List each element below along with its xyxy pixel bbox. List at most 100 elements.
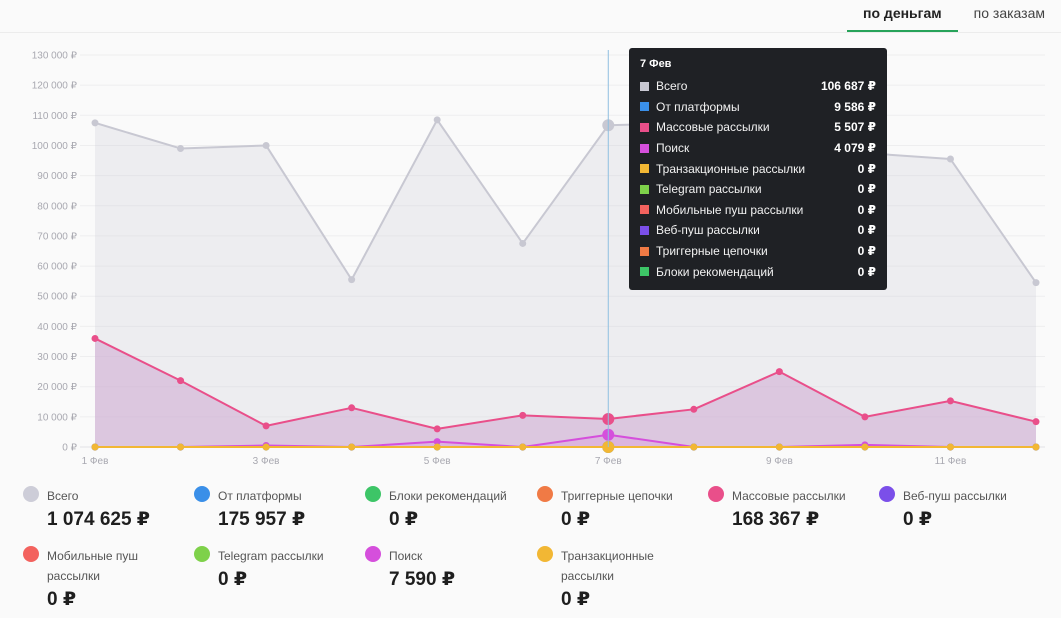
y-tick-label: 60 000 ₽	[37, 262, 77, 273]
legend-series-name: Всего	[47, 489, 79, 503]
data-point	[348, 404, 356, 412]
legend-color-dot	[194, 486, 210, 502]
legend-series-name: Блоки рекомендаций	[389, 489, 507, 503]
tabs-divider	[0, 32, 1061, 33]
tooltip-series-name: Триггерные цепочки	[656, 244, 768, 259]
data-point	[262, 141, 270, 149]
tooltip-row: От платформы 9 586 ₽	[640, 97, 876, 118]
legend-series-name: Веб-пуш рассылки	[903, 489, 1007, 503]
tooltip-row: Транзакционные рассылки 0 ₽	[640, 158, 876, 179]
x-tick-label: 9 Фев	[766, 456, 793, 467]
tooltip-row: Триггерные цепочки 0 ₽	[640, 241, 876, 262]
legend-color-dot	[194, 546, 210, 562]
tooltip-series-name: От платформы	[656, 99, 740, 114]
tooltip-swatch	[640, 246, 649, 256]
tooltip-swatch	[640, 205, 649, 215]
data-point	[433, 116, 441, 124]
legend-series-total: 0 ₽	[561, 589, 591, 610]
data-point	[690, 405, 698, 413]
tab-orders[interactable]: по заказам	[973, 5, 1045, 21]
series-area-всего	[95, 119, 1036, 447]
tooltip-row: Всего 106 687 ₽	[640, 76, 876, 97]
tooltip-swatch	[640, 122, 649, 132]
data-point	[861, 443, 869, 451]
data-point	[1032, 418, 1040, 426]
legend-color-dot	[708, 486, 724, 502]
data-point	[519, 443, 527, 451]
tooltip-series-value: 0 ₽	[857, 223, 876, 238]
tooltip-title: 7 Фев	[640, 58, 672, 70]
tooltip-series-value: 4 079 ₽	[834, 141, 876, 156]
tooltip-series-name: Поиск	[656, 141, 690, 156]
tooltip-series-value: 5 507 ₽	[834, 120, 876, 135]
x-tick-label: 7 Фев	[595, 456, 622, 467]
y-tick-label: 30 000 ₽	[37, 352, 77, 363]
tooltip-series-value: 0 ₽	[857, 161, 876, 176]
series-area-массовые-рассылки	[95, 338, 1036, 447]
tooltip-series-value: 9 586 ₽	[834, 99, 876, 114]
legend-color-dot	[879, 486, 895, 502]
chart-tooltip: 7 Фев Всего 106 687 ₽ От платформы 9 586 ₽ М…	[629, 48, 887, 290]
tab-money[interactable]: по деньгам	[847, 0, 958, 32]
data-point	[1032, 279, 1040, 287]
revenue-chart[interactable]: 0 ₽ 10 000 ₽ 20 000 ₽ 30 000 ₽ 40 000 ₽ 50 00…	[0, 0, 1061, 480]
tooltip-row: Мобильные пуш рассылки 0 ₽	[640, 200, 876, 221]
tooltip-swatch	[640, 225, 649, 235]
tooltip-series-value: 106 687 ₽	[820, 79, 876, 94]
data-point	[262, 422, 270, 430]
data-point	[177, 443, 185, 451]
series-line-массовые-рассылки	[94, 337, 1037, 430]
y-tick-label: 100 000 ₽	[32, 141, 78, 152]
y-tick-label: 10 000 ₽	[37, 412, 77, 423]
data-point	[91, 119, 99, 127]
data-point	[262, 443, 270, 451]
tooltip-series-value: 0 ₽	[857, 244, 876, 259]
legend-color-dot	[365, 486, 381, 502]
legend-series-name: Триггерные цепочки	[561, 489, 673, 503]
x-tick-label: 5 Фев	[424, 456, 451, 467]
x-tick-label: 11 Фев	[935, 456, 967, 467]
data-point	[177, 377, 185, 385]
tooltip-series-name: Telegram рассылки	[656, 182, 762, 197]
tooltip-swatch	[640, 102, 649, 112]
legend-series-name: Массовые рассылки	[732, 489, 846, 503]
chart-legend: Всего 1 074 625 ₽ От платформы 175 957 ₽ Бло…	[0, 482, 1061, 618]
y-tick-label: 0 ₽	[62, 443, 77, 454]
tooltip-series-value: 0 ₽	[857, 182, 876, 197]
data-point	[946, 443, 954, 451]
data-point	[348, 276, 356, 284]
x-tick-label: 1 Фев	[82, 456, 109, 467]
legend-series-name: Telegram рассылки	[218, 549, 324, 563]
data-point	[690, 443, 698, 451]
data-point	[348, 443, 356, 451]
legend-color-dot	[365, 546, 381, 562]
y-tick-label: 90 000 ₽	[37, 171, 77, 182]
legend-series-total: 0 ₽	[903, 509, 933, 530]
legend-series-name: Мобильные пуш рассылки	[47, 549, 139, 583]
data-point	[519, 239, 527, 247]
metric-tabs: по деньгам по заказам	[847, 0, 1061, 32]
y-tick-label: 40 000 ₽	[37, 322, 77, 333]
data-point	[775, 443, 783, 451]
data-point	[433, 443, 441, 451]
legend-color-dot	[23, 546, 39, 562]
legend-series-total: 7 590 ₽	[389, 569, 456, 590]
legend-series-name: Поиск	[389, 549, 423, 563]
tooltip-row: Блоки рекомендаций 0 ₽	[640, 261, 876, 282]
data-point	[433, 425, 441, 433]
legend-series-name: Транзакционные рассылки	[561, 549, 654, 583]
tooltip-row: Веб-пуш рассылки 0 ₽	[640, 220, 876, 241]
data-point	[433, 438, 441, 446]
tooltip-swatch	[640, 267, 649, 277]
tooltip-series-name: Мобильные пуш рассылки	[656, 202, 804, 217]
data-point	[91, 443, 99, 451]
tooltip-series-name: Массовые рассылки	[656, 120, 770, 135]
legend-series-total: 175 957 ₽	[218, 509, 306, 530]
y-tick-label: 130 000 ₽	[32, 51, 78, 62]
tooltip-series-value: 0 ₽	[857, 202, 876, 217]
x-tick-label: 3 Фев	[253, 456, 280, 467]
legend-series-total: 168 367 ₽	[732, 509, 820, 530]
tooltip-swatch	[640, 184, 649, 194]
tooltip-swatch	[640, 143, 649, 153]
data-point	[861, 413, 869, 421]
